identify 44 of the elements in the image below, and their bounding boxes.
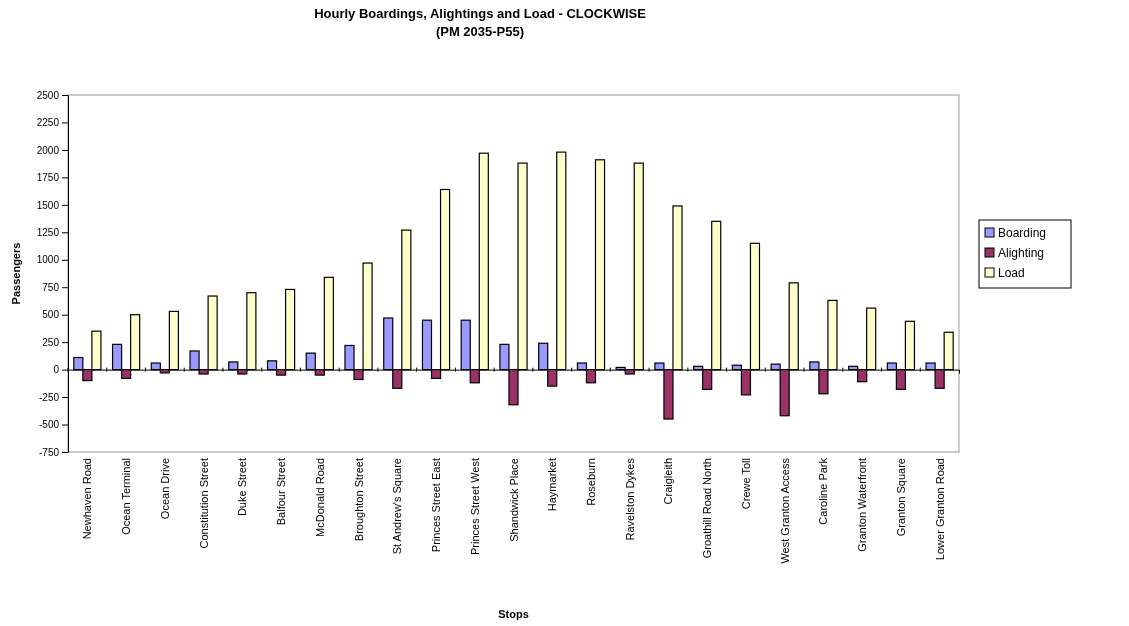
y-tick-label: 250 xyxy=(42,336,60,348)
y-tick-label: -250 xyxy=(38,391,60,403)
y-tick-label: 2250 xyxy=(36,117,60,129)
x-tick-label: Princes Street East xyxy=(430,458,443,553)
y-tick-label: 0 xyxy=(53,364,60,376)
x-tick-label: McDonald Road xyxy=(313,458,326,537)
x-tick-label: West Granton Access xyxy=(778,457,791,564)
x-tick-label: Groathill Road North xyxy=(701,458,714,559)
y-tick-label: 1750 xyxy=(36,172,60,184)
y-axis-title: Passengers xyxy=(10,242,22,305)
x-tick-label: Granton Waterfront xyxy=(856,458,869,552)
x-tick-label: Balfour Street xyxy=(275,458,288,526)
x-axis-title: Stops xyxy=(498,608,529,620)
x-tick-label: Caroline Park xyxy=(817,457,830,525)
y-tick-label: 1250 xyxy=(36,227,60,239)
x-tick-label: Ocean Drive xyxy=(158,458,171,520)
x-tick-label: Duke Street xyxy=(236,458,249,517)
y-tick-label: -500 xyxy=(38,419,60,431)
x-tick-label: Craigleith xyxy=(662,458,675,505)
x-tick-label: Haymarket xyxy=(546,458,559,512)
x-tick-label: Ocean Terminal xyxy=(120,458,133,535)
y-tick-label: 1500 xyxy=(36,199,60,211)
y-tick-label: 500 xyxy=(42,309,60,321)
x-tick-label: Ravelston Dykes xyxy=(623,457,636,541)
x-tick-label: Shandwick Place xyxy=(507,458,520,542)
x-tick-label: Roseburn xyxy=(584,458,597,506)
x-tick-label: Princes Street West xyxy=(468,458,481,555)
y-tick-label: 750 xyxy=(42,281,60,293)
legend-label: Boarding xyxy=(998,226,1047,240)
y-tick-label: -750 xyxy=(38,446,60,458)
x-tick-label: Granton Square xyxy=(894,458,907,537)
x-tick-label: St Andrew's Square xyxy=(391,458,404,555)
x-tick-label: Crewe Toll xyxy=(739,458,752,510)
x-tick-label: Broughton Street xyxy=(352,458,365,542)
chart-subtitle: (PM 2035-P55) xyxy=(435,24,525,39)
legend-label: Alighting xyxy=(998,246,1045,260)
y-tick-label: 1000 xyxy=(36,254,60,266)
chart-title: Hourly Boardings, Alightings and Load - CLOCKWISE xyxy=(314,6,647,21)
y-tick-label: 2000 xyxy=(36,144,60,156)
legend-label: Load xyxy=(998,266,1025,280)
y-tick-label: 2500 xyxy=(36,89,60,101)
x-tick-label: Lower Granton Road xyxy=(933,458,946,561)
x-tick-label: Newhaven Road xyxy=(81,458,94,540)
x-tick-label: Constitution Street xyxy=(197,458,210,549)
